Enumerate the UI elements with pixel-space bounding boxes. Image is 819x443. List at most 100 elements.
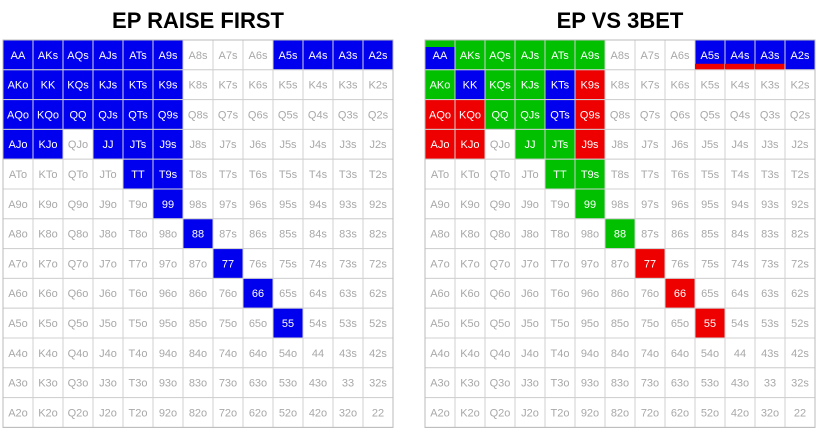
cell-label: K2s	[791, 80, 810, 92]
cell	[424, 158, 456, 190]
cell-label: T2s	[369, 169, 388, 181]
cell	[332, 277, 364, 309]
cell-label: 54o	[701, 348, 719, 360]
cell-label: 74o	[641, 348, 659, 360]
cell-label: 96s	[249, 199, 267, 211]
cell-label: 33	[764, 378, 776, 390]
grid-title: EP VS 3BET	[557, 8, 684, 33]
cell	[724, 99, 756, 130]
cell-label: T6o	[551, 288, 570, 300]
cell-label: J2o	[521, 407, 539, 419]
cell-label: Q9o	[68, 199, 89, 211]
cell-label: Q8s	[610, 109, 631, 121]
cell	[544, 99, 576, 130]
cell-label: T6o	[129, 288, 148, 300]
cell	[754, 397, 786, 428]
cell-label: 99	[162, 199, 174, 211]
cell	[514, 158, 546, 190]
cell-label: 93o	[581, 378, 599, 390]
cell	[122, 248, 154, 279]
cell-label: J6o	[99, 288, 117, 300]
cell	[604, 367, 636, 399]
cell-label: KJo	[39, 139, 58, 151]
cell-label: K9s	[581, 80, 600, 92]
cell	[604, 218, 636, 250]
cell-label: J4o	[99, 348, 117, 360]
cell-label: T7o	[551, 258, 570, 270]
cell	[484, 128, 516, 160]
cell-label: A8o	[430, 229, 450, 241]
cell	[152, 128, 184, 160]
cell	[634, 188, 666, 220]
cell	[574, 39, 606, 71]
cell	[694, 218, 726, 250]
cell-label: 86o	[189, 288, 207, 300]
cell-label: 66	[674, 288, 686, 300]
cell	[484, 188, 516, 220]
cell	[634, 99, 666, 130]
cell-label: 83s	[761, 229, 779, 241]
cell-label: ATs	[551, 50, 569, 62]
cell-label: KQo	[37, 109, 59, 121]
cell	[544, 39, 576, 71]
cell-label: 54s	[731, 318, 749, 330]
cell-label: JJ	[525, 139, 536, 151]
cell-label: 43s	[339, 348, 357, 360]
cell	[754, 158, 786, 190]
cell	[484, 99, 516, 130]
cell	[122, 99, 154, 130]
cell-label: Q5o	[490, 318, 511, 330]
cell	[242, 69, 274, 101]
cell	[302, 218, 334, 250]
cell-label: Q6o	[490, 288, 511, 300]
cell-label: J8o	[521, 229, 539, 241]
cell	[454, 99, 486, 130]
cell-label: A2o	[8, 407, 28, 419]
cell	[152, 39, 184, 71]
cell-label: 76s	[249, 258, 267, 270]
cell	[272, 128, 304, 160]
cell	[754, 248, 786, 279]
cell-label: AKs	[460, 50, 481, 62]
cell-label: T7s	[641, 169, 660, 181]
cell-label: ATs	[129, 50, 147, 62]
cell	[182, 69, 214, 101]
cell-label: 84s	[309, 229, 327, 241]
cell-label: KJs	[99, 80, 118, 92]
cell-label: 43s	[761, 348, 779, 360]
cell	[212, 69, 244, 101]
cell-label: J9s	[159, 139, 177, 151]
cell	[544, 337, 576, 369]
cell	[454, 397, 486, 428]
cell-label: KQs	[489, 80, 511, 92]
cell	[332, 337, 364, 369]
cell-label: A8s	[189, 50, 208, 62]
cell	[302, 248, 334, 279]
cell-label: 75s	[279, 258, 297, 270]
cell-label: K7o	[460, 258, 480, 270]
cell	[514, 99, 546, 130]
cell	[92, 277, 124, 309]
cell-label: 75o	[219, 318, 237, 330]
cell	[32, 158, 64, 190]
cell	[694, 158, 726, 190]
cell-label: AKs	[38, 50, 59, 62]
cell	[122, 307, 154, 339]
cell-label: 66	[252, 288, 264, 300]
cell	[664, 158, 696, 190]
cell	[242, 128, 274, 160]
cell	[634, 277, 666, 309]
cell-label: QTs	[128, 109, 148, 121]
cell-label: J4s	[731, 139, 749, 151]
cell-label: QTo	[490, 169, 510, 181]
cell-strip	[425, 40, 455, 47]
cell-label: 86s	[671, 229, 689, 241]
cell-label: A5s	[279, 50, 298, 62]
cell-label: 83o	[611, 378, 629, 390]
cell	[574, 307, 606, 339]
cell-label: 87s	[641, 229, 659, 241]
cell-label: 63s	[339, 288, 357, 300]
cell	[514, 277, 546, 309]
cell-label: A2o	[430, 407, 450, 419]
